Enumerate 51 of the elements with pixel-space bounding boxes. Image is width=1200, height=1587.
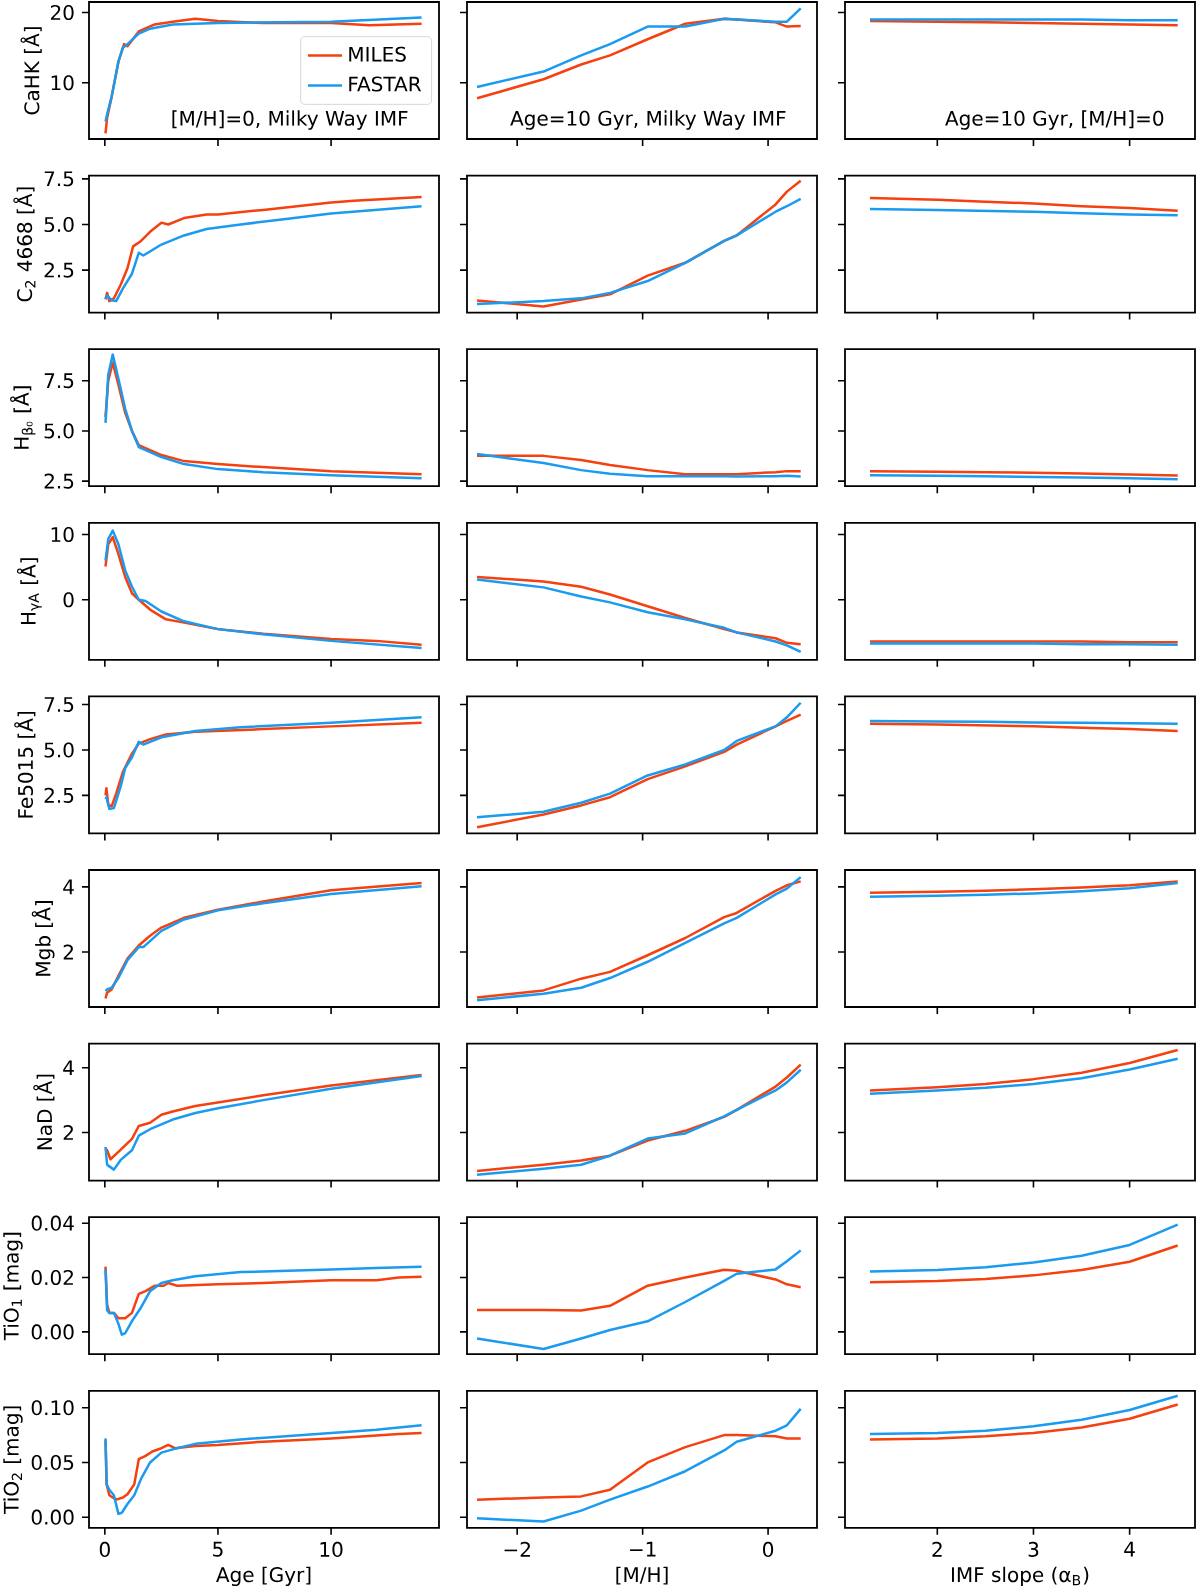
y-tick-label: 2 (63, 944, 73, 960)
y-axis-title: C$_{2}$ 4668 [Å] (13, 187, 36, 302)
y-tick-label: 0.04 (31, 1215, 74, 1231)
y-tick-label: 10 (51, 526, 74, 543)
y-tick-label: 2.5 (44, 262, 74, 278)
y-tick-label: 0.02 (31, 1269, 73, 1286)
y-tick-label: 2.5 (44, 787, 74, 803)
y-tick-label: 4 (63, 879, 74, 895)
y-axis-title: TiO$_{2}$ [mag] (3, 1406, 23, 1514)
y-tick-label: 0.05 (31, 1454, 74, 1471)
annotation: Age=10 Gyr, Milky Way IMF (510, 110, 786, 130)
y-axis-title: Fe5015 [Å] (14, 712, 36, 818)
y-axis-title: CaHK [Å] (20, 27, 42, 115)
x-axis-title: Age [Gyr] (216, 1566, 311, 1587)
x-tick-label: 10 (320, 1541, 343, 1557)
y-tick-label: 20 (50, 4, 74, 21)
x-axis-title: [M/H] (616, 1566, 668, 1585)
x-tick-label: 0 (763, 1541, 774, 1557)
y-tick-label: 7.5 (44, 697, 74, 712)
y-tick-label: 5.0 (44, 423, 74, 439)
line-series (104, 1265, 423, 1336)
y-tick-label: 2.5 (44, 473, 74, 489)
y-tick-label: 0.00 (31, 1324, 74, 1340)
legend-label: FASTAR (349, 76, 422, 92)
legend-label: MILES (349, 46, 406, 62)
x-tick-label: −1 (630, 1541, 656, 1557)
y-axis-title: TiO$_{1}$ [mag] (3, 1232, 23, 1341)
x-tick-label: 3 (1028, 1541, 1039, 1557)
y-tick-label: 5.0 (44, 216, 74, 233)
y-tick-label: 0.00 (31, 1509, 74, 1525)
annotation: Age=10 Gyr, [M/H]=0 (945, 110, 1164, 130)
line-series (104, 1424, 423, 1516)
y-tick-label: 5.0 (44, 742, 74, 758)
y-axis-title: NaD [Å] (33, 1074, 55, 1150)
x-tick-label: 5 (213, 1541, 223, 1557)
y-tick-label: 10 (51, 75, 74, 91)
y-tick-label: 0 (63, 592, 74, 608)
y-axis-title: H$_{γA}$ [Å] (16, 558, 42, 625)
x-tick-label: −2 (504, 1541, 530, 1557)
y-tick-label: 7.5 (44, 171, 74, 187)
x-tick-label: 2 (932, 1541, 942, 1557)
y-tick-label: 0.10 (31, 1400, 74, 1416)
x-tick-label: 4 (1124, 1541, 1135, 1557)
y-tick-label: 7.5 (44, 373, 74, 389)
y-tick-label: 2 (63, 1125, 73, 1140)
y-tick-label: 4 (63, 1060, 74, 1076)
x-tick-label: 0 (99, 1541, 110, 1557)
y-axis-title: H$_{β₀}$ [Å] (10, 386, 36, 449)
y-axis-title: Mgb [Å] (31, 901, 55, 976)
x-axis-title: IMF slope (α$_{B}$) (951, 1566, 1089, 1587)
annotation: [M/H]=0, Milky Way IMF (172, 110, 408, 130)
